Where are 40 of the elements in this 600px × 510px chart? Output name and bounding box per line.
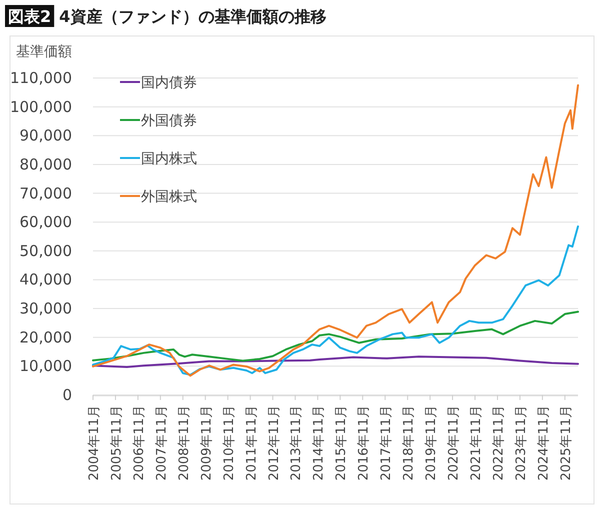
x-tick-label: 2004年11月 xyxy=(87,405,102,481)
legend-label: 外国債券 xyxy=(141,113,197,129)
x-tick-label: 2015年11月 xyxy=(334,405,350,481)
y-tick-label: 90,000 xyxy=(20,126,72,145)
y-tick-label: 10,000 xyxy=(20,357,72,376)
x-tick-label: 2025年11月 xyxy=(558,405,574,481)
y-tick-label: 80,000 xyxy=(20,155,72,174)
x-tick-label: 2022年11月 xyxy=(491,405,506,481)
legend-label: 国内債券 xyxy=(141,75,197,91)
x-tick-label: 2012年11月 xyxy=(266,405,282,481)
x-tick-label: 2016年11月 xyxy=(356,405,372,481)
title: 図表2 4資産（ファンド）の基準価額の推移 xyxy=(5,5,326,27)
x-tick-label: 2014年11月 xyxy=(312,405,327,481)
y-tick-label: 50,000 xyxy=(20,242,72,260)
x-tick-label: 2010年11月 xyxy=(222,405,237,481)
legend-label: 国内株式 xyxy=(141,151,197,167)
x-tick-label: 2009年11月 xyxy=(199,405,214,481)
y-tick-label: 60,000 xyxy=(20,213,72,232)
y-tick-label: 100,000 xyxy=(10,98,72,116)
y-tick-label: 40,000 xyxy=(20,270,72,289)
x-tick-label: 2021年11月 xyxy=(469,405,484,481)
y-axis-title: 基準価額 xyxy=(16,44,72,60)
x-tick-label: 2005年11月 xyxy=(109,405,124,481)
legend-label: 外国株式 xyxy=(141,189,197,205)
x-tick-label: 2008年11月 xyxy=(176,405,192,481)
x-tick-label: 2017年11月 xyxy=(379,405,394,481)
x-tick-label: 2006年11月 xyxy=(132,405,147,481)
x-tick-label: 2020年11月 xyxy=(446,405,462,481)
y-tick-label: 20,000 xyxy=(20,328,72,346)
x-tick-label: 2019年11月 xyxy=(424,405,440,481)
x-tick-label: 2018年11月 xyxy=(402,405,417,481)
x-tick-label: 2007年11月 xyxy=(154,405,170,481)
y-tick-label: 110,000 xyxy=(10,69,72,87)
y-tick-label: 70,000 xyxy=(20,184,72,202)
x-tick-label: 2013年11月 xyxy=(289,405,304,481)
y-tick-label: 0 xyxy=(62,386,72,404)
x-tick-label: 2024年11月 xyxy=(536,405,552,481)
x-tick-label: 2011年11月 xyxy=(244,405,260,481)
x-tick-label: 2023年11月 xyxy=(514,405,529,481)
y-tick-label: 30,000 xyxy=(20,300,72,318)
